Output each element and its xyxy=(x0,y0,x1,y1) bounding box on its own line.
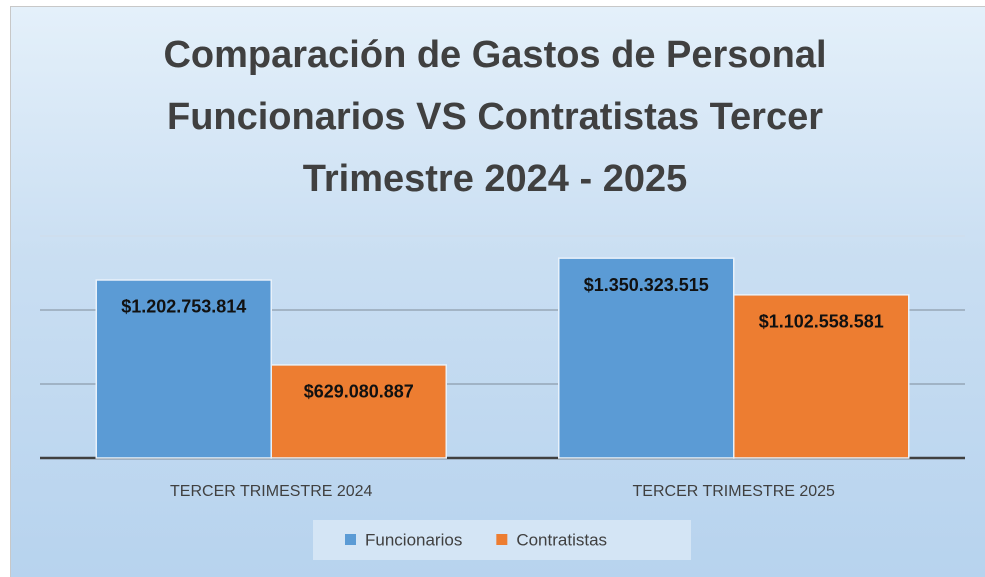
x-tick-label: TERCER TRIMESTRE 2025 xyxy=(633,483,836,500)
data-label: $1.102.558.581 xyxy=(759,312,884,332)
bar xyxy=(270,364,447,459)
chart-title: Comparación de Gastos de Personal Funcio… xyxy=(163,34,827,200)
data-label: $1.350.323.515 xyxy=(584,275,709,295)
bar xyxy=(95,279,272,459)
bar xyxy=(733,294,910,459)
legend-swatch xyxy=(345,534,356,545)
x-tick-label: TERCER TRIMESTRE 2024 xyxy=(170,483,373,500)
legend-label: Contratistas xyxy=(516,530,607,549)
legend-swatch xyxy=(496,534,508,545)
legend-label: Funcionarios xyxy=(365,530,462,549)
data-label: $1.202.753.814 xyxy=(121,297,246,317)
data-label: $629.080.887 xyxy=(304,382,414,402)
